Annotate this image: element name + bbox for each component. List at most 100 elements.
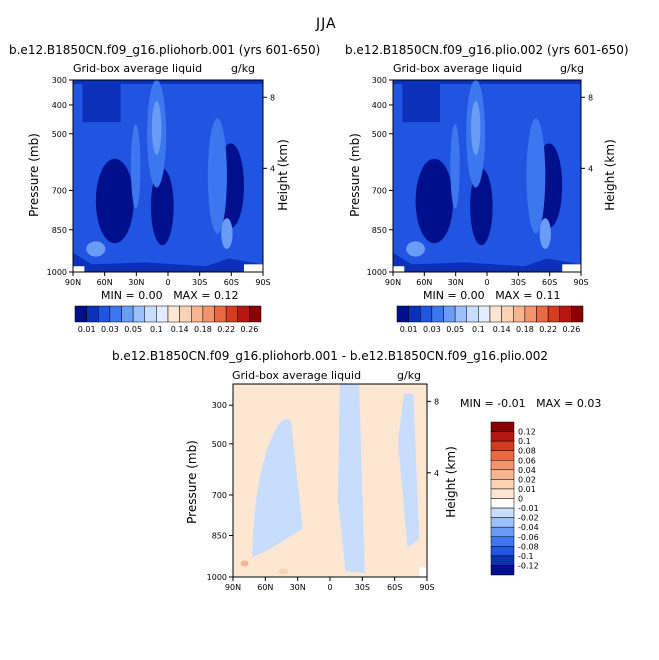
y-tick-label: 850: [52, 226, 67, 235]
panel-1-colorbar: [74, 305, 262, 323]
colorbar-label: 0.22: [539, 325, 557, 334]
colorbar-box: [214, 305, 227, 323]
diff-positive-spot: [278, 568, 289, 575]
colorbar-box: [490, 460, 515, 471]
y-tick-label: 500: [52, 130, 67, 139]
panel-2-variable-label: Grid-box average liquid: [393, 62, 523, 75]
field-plume-south: [526, 118, 546, 234]
colorbar-box: [74, 305, 87, 323]
colorbar-label: 0.22: [217, 325, 235, 334]
colorbar-label: -0.01: [518, 504, 539, 513]
x-tick-label: 30S: [511, 278, 526, 287]
y-tick-label: 400: [372, 101, 387, 110]
panel-3-colorbar: [490, 421, 515, 576]
x-tick-label: 30S: [355, 583, 370, 592]
x-tick-label: 90S: [255, 278, 270, 287]
y-tick-label: 700: [52, 186, 67, 195]
colorbar-label: 0.05: [446, 325, 464, 334]
colorbar-box: [490, 507, 515, 518]
colorbar-box: [144, 305, 157, 323]
field-plume-north: [130, 124, 141, 209]
field-plume-north: [450, 124, 460, 209]
colorbar-box: [490, 440, 515, 451]
panel-2-y-title: Pressure (mb): [348, 133, 362, 217]
panel-3-y2-title: Height (km): [444, 446, 458, 517]
colorbar-label: -0.04: [518, 523, 539, 532]
colorbar-box: [571, 305, 584, 323]
figure-title: JJA: [316, 16, 337, 32]
colorbar-label: -0.12: [518, 561, 539, 570]
field-missing-left: [73, 266, 85, 272]
y-tick-label: 850: [212, 532, 227, 541]
colorbar-label: 0.1: [518, 437, 531, 446]
colorbar-box: [547, 305, 560, 323]
x-tick-label: 30N: [448, 278, 464, 287]
y2-tick-label: 8: [434, 397, 439, 406]
panel-2-minmax: MIN = 0.00 MAX = 0.11: [423, 290, 560, 302]
colorbar-label: 0.01: [78, 325, 96, 334]
colorbar-box: [408, 305, 421, 323]
colorbar-box: [86, 305, 99, 323]
colorbar-box: [167, 305, 180, 323]
y2-tick-label: 8: [588, 93, 593, 102]
y-tick-label: 1000: [367, 268, 387, 277]
colorbar-box: [225, 305, 238, 323]
x-tick-label: 30S: [192, 278, 207, 287]
colorbar-label: 0.14: [171, 325, 189, 334]
x-tick-label: 90N: [225, 583, 241, 592]
panel-3-max-value: 0.03: [576, 397, 602, 410]
colorbar-box: [396, 305, 409, 323]
diff-negative-north: [252, 418, 303, 558]
field-core-center: [470, 168, 493, 246]
colorbar-label: 0.03: [423, 325, 441, 334]
panel-1-min-value: 0.00: [138, 289, 163, 302]
colorbar-label: -0.06: [518, 533, 539, 542]
colorbar-label: 0.26: [240, 325, 258, 334]
x-tick-label: 60N: [416, 278, 432, 287]
x-tick-label: 0: [484, 278, 489, 287]
y-tick-label: 500: [372, 130, 387, 139]
panel-2-field: [393, 80, 581, 272]
colorbar-label: 0.04: [518, 466, 536, 475]
colorbar-box: [490, 469, 515, 480]
panel-2-colorbar: [396, 305, 584, 323]
field-upper-left: [82, 83, 121, 123]
colorbar-box: [191, 305, 204, 323]
y-tick-label: 300: [52, 76, 67, 85]
y-tick-label: 700: [372, 186, 387, 195]
y-tick-label: 400: [52, 101, 67, 110]
colorbar-box: [536, 305, 549, 323]
panel-1-minmax: MIN = 0.00 MAX = 0.12: [101, 290, 238, 302]
y2-tick-label: 4: [270, 164, 275, 173]
panel-1-variable-label: Grid-box average liquid: [73, 62, 203, 75]
colorbar-box: [490, 546, 515, 557]
panel-2-units-label: g/kg: [560, 62, 585, 75]
x-tick-label: 60S: [224, 278, 239, 287]
colorbar-box: [490, 517, 515, 528]
diff-negative-tropics: [337, 384, 365, 574]
y-tick-label: 1000: [207, 573, 227, 582]
field-plume-core: [151, 101, 162, 155]
colorbar-box: [490, 565, 515, 576]
colorbar-box: [559, 305, 572, 323]
colorbar-box: [98, 305, 111, 323]
field-core-center: [150, 168, 174, 246]
colorbar-label: 0.18: [516, 325, 534, 334]
colorbar-box: [121, 305, 134, 323]
panel-2-min-value: 0.00: [460, 289, 485, 302]
colorbar-box: [490, 526, 515, 537]
diff-positive-spot: [240, 560, 249, 567]
colorbar-label: 0: [518, 495, 523, 504]
colorbar-box: [490, 421, 515, 432]
y2-tick-label: 4: [434, 469, 439, 478]
x-tick-label: 0: [327, 583, 332, 592]
panel-3-y-title: Pressure (mb): [185, 440, 199, 524]
colorbar-label: 0.01: [400, 325, 418, 334]
colorbar-label: 0.1: [150, 325, 163, 334]
field-missing-left: [393, 266, 405, 272]
panel-1-y-title: Pressure (mb): [27, 133, 41, 217]
x-tick-label: 90S: [419, 583, 434, 592]
y-tick-label: 300: [212, 401, 227, 410]
x-tick-label: 60N: [97, 278, 113, 287]
